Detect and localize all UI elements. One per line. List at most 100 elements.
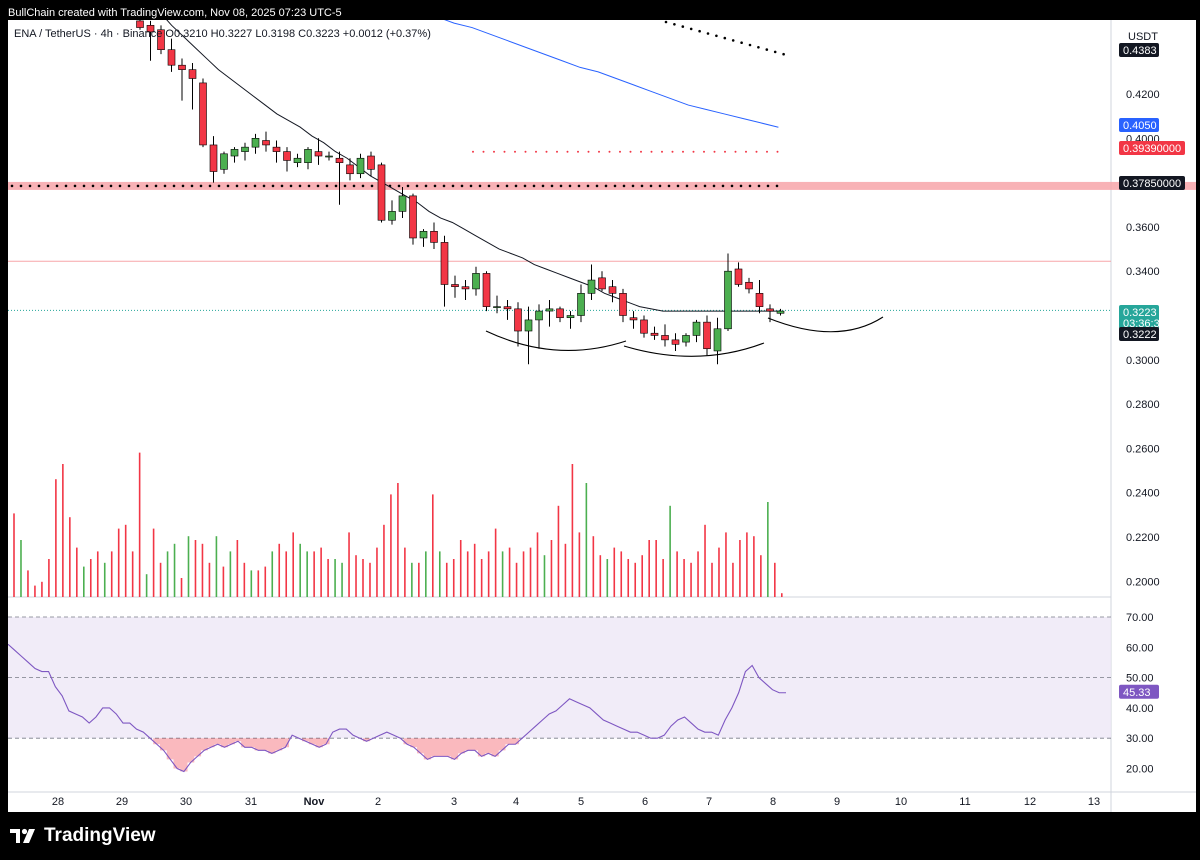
candle-body [556, 308, 564, 319]
chart-canvas[interactable]: 0.42000.40000.36000.34000.30000.28000.26… [8, 20, 1196, 812]
price-tick: 0.4200 [1126, 89, 1160, 101]
currency-label: USDT [1128, 31, 1158, 43]
candle-body [713, 328, 722, 352]
arc-middle [623, 342, 765, 357]
dot-trendline [782, 52, 785, 56]
dot-black [712, 184, 716, 188]
candle-body [230, 149, 239, 157]
candle-body [430, 231, 438, 243]
resistance-band [8, 181, 1196, 190]
dot-black [190, 184, 194, 188]
dot-black [253, 184, 257, 188]
dot-red [472, 150, 474, 153]
dot-black [280, 184, 284, 188]
candle-body [514, 308, 522, 332]
dot-black [541, 184, 545, 188]
dot-black [568, 184, 572, 188]
dot-black [604, 184, 608, 188]
candle-body [367, 155, 375, 170]
price-label: 0.37850000 [1119, 176, 1185, 190]
dot-black [523, 184, 527, 188]
moving-average-black [166, 20, 780, 312]
dot-trendline [715, 34, 718, 38]
dot-black [46, 184, 50, 188]
candle-body [283, 151, 291, 161]
dot-black [208, 184, 212, 188]
dot-black [694, 184, 698, 188]
dot-red [514, 150, 516, 153]
dot-black [649, 184, 653, 188]
dot-black [397, 184, 401, 188]
candle-body [461, 286, 470, 290]
candle-body [409, 195, 417, 239]
candle-body [335, 157, 344, 163]
candle-body [440, 242, 449, 285]
dot-black [28, 184, 32, 188]
rsi-tick: 40.00 [1126, 703, 1154, 715]
candle-body [598, 277, 606, 290]
dot-red [577, 150, 579, 153]
dot-red [535, 150, 537, 153]
dot-black [91, 184, 95, 188]
dot-black [316, 184, 320, 188]
dot-black [586, 184, 590, 188]
time-tick: 5 [578, 796, 584, 808]
time-tick: 31 [245, 796, 257, 808]
candle-body [724, 270, 732, 330]
rsi-tick: 30.00 [1126, 733, 1154, 745]
dot-red [671, 150, 674, 153]
candle-body [146, 25, 155, 33]
tradingview-logo-icon [10, 828, 35, 843]
dot-black [172, 184, 176, 188]
price-label-bg [1119, 176, 1185, 190]
dot-red [640, 150, 642, 153]
dot-black [775, 184, 779, 188]
dot-red [556, 150, 558, 153]
dot-black [514, 184, 518, 188]
dot-black [55, 184, 59, 188]
dot-trendline [723, 36, 727, 40]
price-tick: 0.2000 [1126, 576, 1160, 588]
dot-trendline [681, 25, 685, 28]
price-label: 0.39390000 [1119, 141, 1185, 155]
dot-black [676, 184, 680, 188]
candle-body [640, 319, 648, 334]
price-tick: 0.2400 [1126, 488, 1160, 500]
dot-black [361, 184, 365, 188]
time-tick: 3 [451, 796, 457, 808]
dot-red [692, 150, 695, 153]
price-tick: 0.3400 [1126, 266, 1160, 278]
dot-black [406, 184, 410, 188]
candle-body [566, 315, 575, 319]
price-label-text: 0.3222 [1123, 329, 1157, 341]
rsi-tick: 60.00 [1126, 642, 1154, 654]
candle-body [220, 153, 228, 170]
dot-red [734, 150, 737, 153]
candle-body [629, 317, 638, 321]
dot-black [325, 184, 329, 188]
time-tick: Nov [304, 796, 326, 808]
chart-panel[interactable]: 0.4200 0.4000 0.3600 0.3400 0.3000 0.2800 0.26… [8, 20, 1196, 812]
dot-black [532, 184, 536, 188]
dot-trendline [706, 32, 710, 35]
dot-black [352, 184, 356, 188]
candle-body [199, 82, 207, 146]
rsi-tick: 50.00 [1126, 673, 1154, 685]
time-tick: 28 [52, 796, 64, 808]
dot-black [199, 184, 203, 188]
dot-red [766, 150, 768, 153]
candle-body [157, 29, 165, 50]
time-tick: 8 [770, 796, 776, 808]
candle-body [241, 146, 249, 152]
price-label-bg [1119, 43, 1159, 57]
price-tick: 0.3000 [1126, 355, 1160, 367]
candle-body [178, 64, 186, 70]
dot-red [482, 150, 485, 153]
candle-body [745, 281, 753, 290]
price-tick: 0.2600 [1126, 443, 1160, 455]
candle-body [755, 293, 764, 307]
dot-black [343, 184, 347, 188]
symbol-legend: ENA / TetherUS · 4h · Binance O0.3210 H0… [14, 28, 431, 40]
dot-black [739, 184, 743, 188]
